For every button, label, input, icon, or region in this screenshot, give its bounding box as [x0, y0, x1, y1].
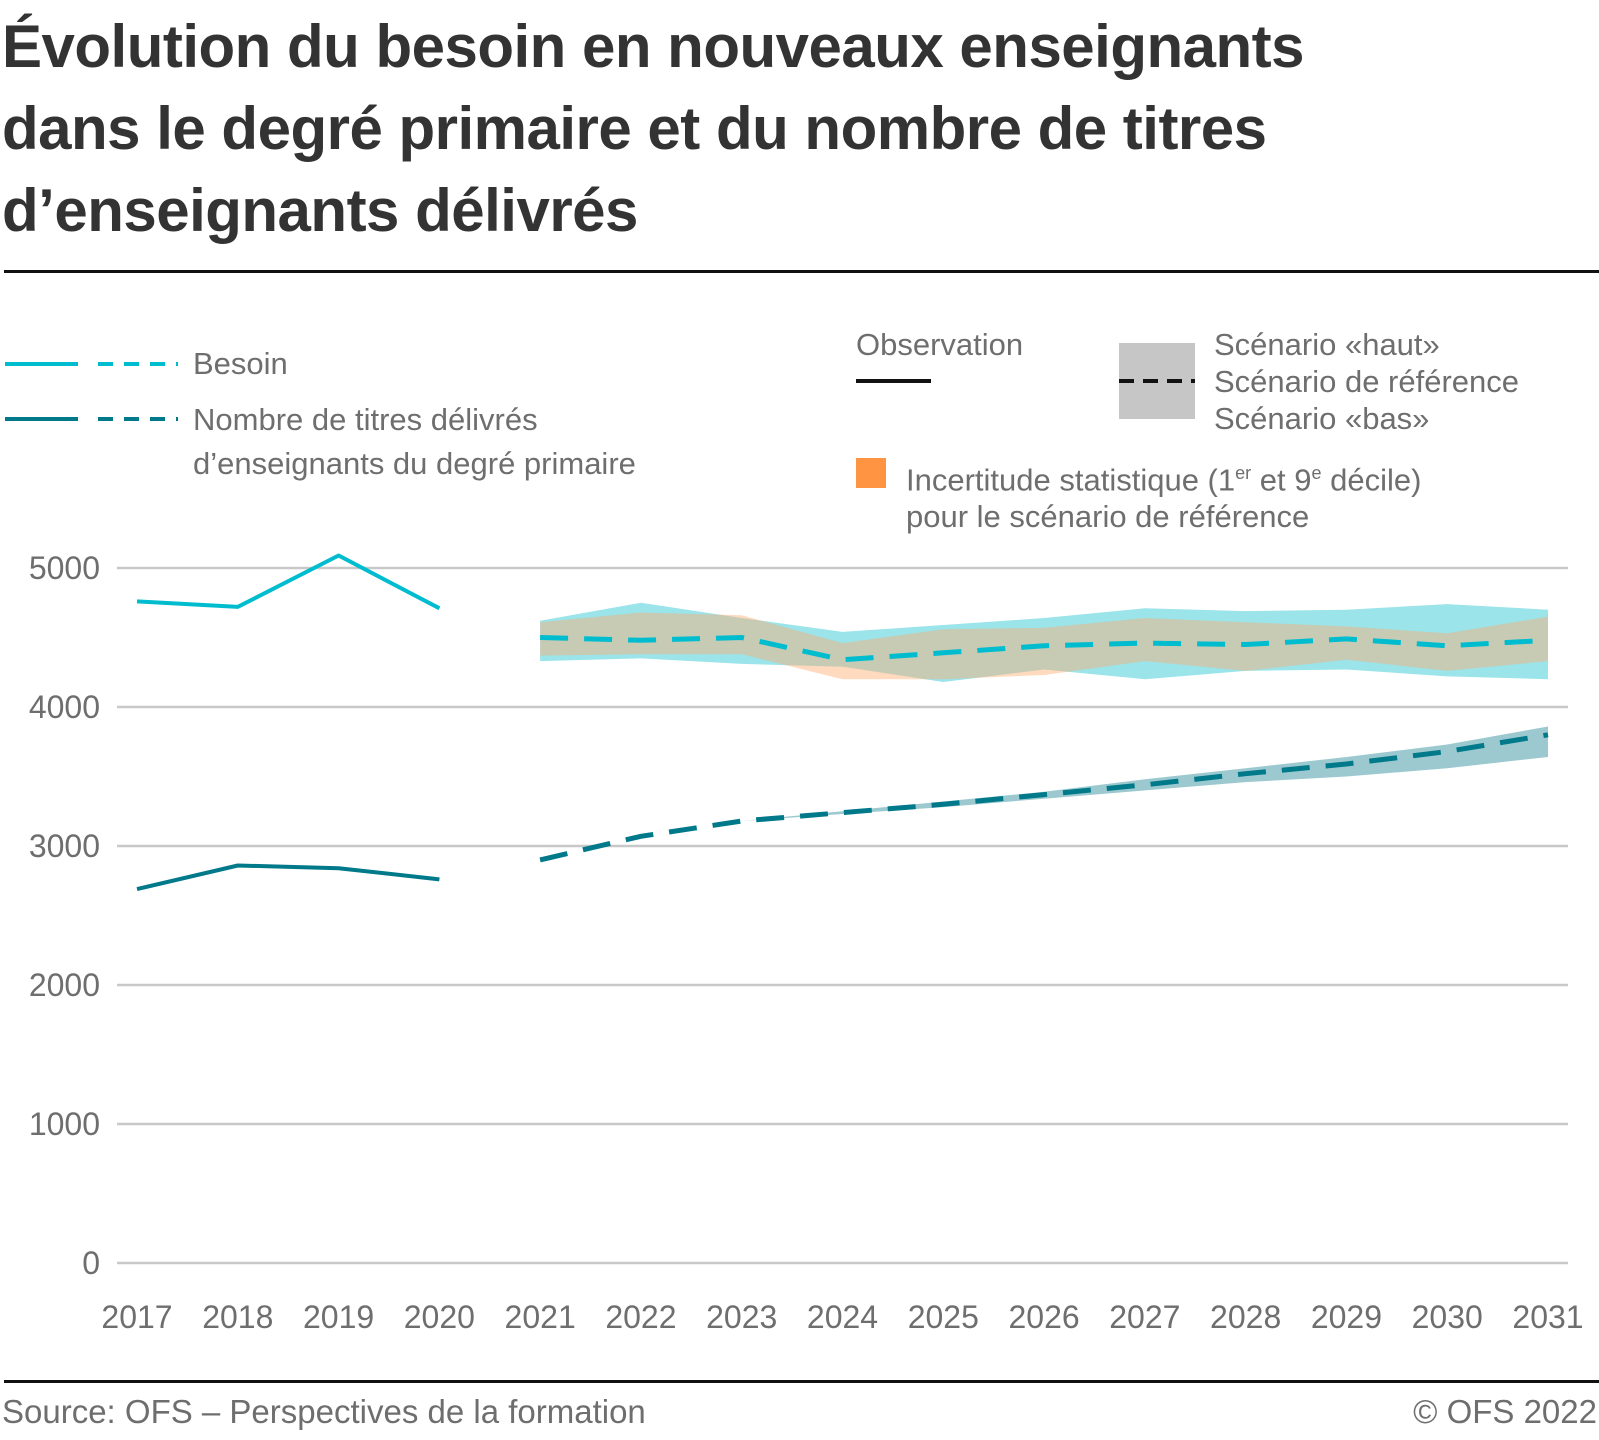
uncertainty-sup-e: e [1311, 463, 1322, 483]
legend-label-scenario-bas: Scénario «bas» [1214, 401, 1430, 436]
y-tick-label: 5000 [29, 550, 100, 586]
x-tick-label: 2026 [1008, 1299, 1079, 1335]
uncertainty-text-a: Incertitude statistique (1 [906, 462, 1236, 498]
source-note: Source: OFS – Perspectives de la formati… [2, 1393, 646, 1430]
x-tick-label: 2028 [1210, 1299, 1281, 1335]
footer-divider [4, 1380, 1599, 1383]
x-tick-label: 2020 [404, 1299, 475, 1335]
x-tick-label: 2019 [303, 1299, 374, 1335]
y-tick-label: 3000 [29, 828, 100, 864]
legend-uncertainty-swatch [856, 458, 886, 488]
copyright: © OFS 2022 [1413, 1393, 1597, 1430]
observed-line-0 [136, 553, 441, 611]
title-line-3: d’enseignants délivrés [2, 177, 638, 244]
uncertainty-text-b: et 9 [1251, 462, 1312, 498]
chart-title: Évolution du besoin en nouveaux enseigna… [2, 6, 1562, 252]
reference-line-1 [539, 732, 1549, 863]
legend-label-observation: Observation [856, 327, 1024, 362]
legend-label-titres-2: d’enseignants du degré primaire [193, 446, 636, 481]
x-tick-label: 2022 [605, 1299, 676, 1335]
y-tick-label: 4000 [29, 689, 100, 725]
observed-line-1 [136, 863, 440, 892]
legend-label-titres-1: Nombre de titres délivrés [193, 402, 538, 437]
y-axis-ticks: 0 1000 2000 3000 4000 5000 [29, 550, 100, 1281]
legend-label-uncertainty-1: Incertitude statistique (1er et 9e décil… [906, 454, 1421, 499]
y-tick-label: 0 [82, 1245, 100, 1281]
legend-label-uncertainty-2: pour le scénario de référence [906, 499, 1310, 534]
uncertainty-text-c: décile) [1321, 462, 1422, 498]
title-line-2: dans le degré primaire et du nombre de t… [2, 95, 1267, 162]
legend-label-besoin: Besoin [193, 346, 288, 381]
x-tick-label: 2031 [1512, 1299, 1583, 1335]
uncertainty-sup-er: er [1235, 463, 1252, 483]
title-divider [4, 270, 1599, 273]
series-lines [136, 553, 1549, 892]
legend-swatches [5, 343, 1195, 488]
x-tick-label: 2024 [807, 1299, 878, 1335]
x-tick-label: 2029 [1311, 1299, 1382, 1335]
x-tick-label: 2027 [1109, 1299, 1180, 1335]
scenario-band-0 [540, 602, 1548, 682]
x-tick-label: 2025 [908, 1299, 979, 1335]
x-tick-label: 2017 [101, 1299, 172, 1335]
reference-line-0 [540, 634, 1549, 663]
y-tick-label: 1000 [29, 1106, 100, 1142]
x-tick-label: 2030 [1412, 1299, 1483, 1335]
legend-label-scenario-reference: Scénario de référence [1214, 364, 1520, 399]
x-axis-ticks: 2017 2018 2019 2020 2021 2022 2023 2024 2025 2026… [101, 1299, 1583, 1335]
x-tick-label: 2023 [706, 1299, 777, 1335]
y-tick-label: 2000 [29, 967, 100, 1003]
x-tick-label: 2018 [202, 1299, 273, 1335]
title-line-1: Évolution du besoin en nouveaux enseigna… [2, 13, 1305, 80]
legend-label-scenario-haut: Scénario «haut» [1214, 327, 1440, 362]
x-tick-label: 2021 [505, 1299, 576, 1335]
